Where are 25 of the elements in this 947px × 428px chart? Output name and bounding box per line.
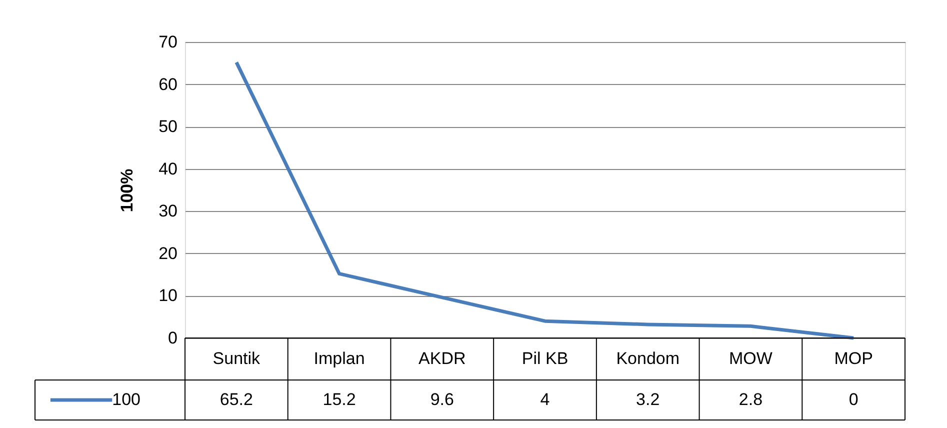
x-tick-label: MOP: [834, 349, 873, 368]
line-series: [234, 60, 856, 340]
x-tick-label: MOW: [728, 349, 772, 368]
x-tick-label: AKDR: [418, 349, 466, 368]
data-label: 0: [848, 390, 858, 409]
data-label: 2.8: [738, 390, 763, 409]
data-label: 3.2: [636, 390, 660, 409]
data-label: 4: [540, 390, 550, 409]
y-tick-label: 60: [158, 74, 178, 94]
legend-label: 100: [112, 390, 141, 409]
y-tick-label: 0: [168, 328, 178, 348]
y-tick-label: 20: [158, 244, 178, 263]
x-tick-label: Pil KB: [522, 349, 568, 368]
x-tick-label: Implan: [314, 349, 365, 368]
x-tick-label: Suntik: [212, 349, 261, 368]
y-axis-title: 100%: [118, 168, 137, 212]
x-tick-label: Kondom: [616, 349, 680, 368]
y-tick-label: 40: [158, 159, 178, 178]
y-tick-label: 50: [158, 117, 178, 136]
y-tick-label: 10: [158, 286, 178, 306]
data-label: 15.2: [322, 390, 356, 409]
y-tick-label: 70: [158, 32, 178, 52]
data-label: 9.6: [430, 390, 454, 409]
y-tick-label: 30: [158, 202, 178, 221]
data-label: 65.2: [220, 390, 253, 409]
